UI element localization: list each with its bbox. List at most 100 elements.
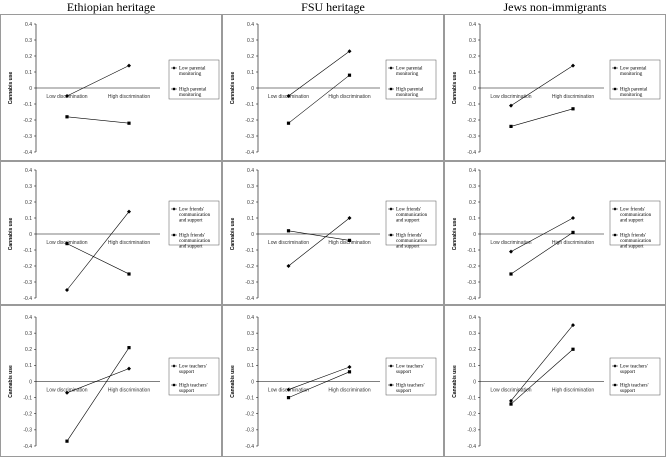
y-tick-label: 0.3 xyxy=(469,184,476,190)
legend-box xyxy=(385,59,437,100)
chart-panel-7: 0.4 0.3 0.2 0.1 0 -0.1 -0.2 -0.3 -0.4 Cannabis us… xyxy=(8,315,220,450)
legend-label: Low friends' communication and support xyxy=(179,208,211,224)
y-tick-label: -0.2 xyxy=(245,264,254,270)
data-point xyxy=(286,94,291,98)
x-category-label: Low discrimination xyxy=(268,240,309,246)
x-category-label: Low discrimination xyxy=(490,94,531,100)
y-tick-label: 0 xyxy=(29,232,32,238)
y-axis-label: Cannabis use xyxy=(230,365,236,398)
data-point xyxy=(347,238,352,242)
legend-box xyxy=(609,200,661,246)
legend-marker xyxy=(172,207,176,211)
y-tick-label: -0.1 xyxy=(245,248,254,254)
y-tick-label: 0 xyxy=(251,86,254,92)
chart-panel-3: 0.4 0.3 0.2 0.1 0 -0.1 -0.2 -0.3 -0.4 Cannabis us… xyxy=(452,22,661,156)
x-category-label: High discrimination xyxy=(108,388,150,394)
legend-label: High friends' communication and support xyxy=(620,234,652,250)
data-point xyxy=(347,73,352,77)
x-category-label: Low discrimination xyxy=(46,388,87,394)
legend-marker xyxy=(389,66,393,70)
y-tick-label: 0.2 xyxy=(25,54,32,60)
chart-panel-4: 0.4 0.3 0.2 0.1 0 -0.1 -0.2 -0.3 -0.4 Cannabis us… xyxy=(8,168,220,302)
y-tick-label: -0.1 xyxy=(467,102,476,108)
y-tick-label: -0.1 xyxy=(23,395,32,401)
y-tick-label: -0.2 xyxy=(467,264,476,270)
y-tick-label: 0.4 xyxy=(25,168,32,174)
y-tick-label: 0.4 xyxy=(247,168,254,174)
x-category-label: High discrimination xyxy=(552,94,594,100)
series-line xyxy=(66,65,130,97)
data-point xyxy=(571,63,575,68)
y-axis-label: Cannabis use xyxy=(230,218,236,251)
data-point xyxy=(65,94,69,98)
chart-panel-1: 0.4 0.3 0.2 0.1 0 -0.1 -0.2 -0.3 -0.4 Cannabis us… xyxy=(8,22,220,156)
y-tick-label: 0 xyxy=(251,379,254,385)
data-point xyxy=(286,387,291,392)
chart-panel-8: 0.4 0.3 0.2 0.1 0 -0.1 -0.2 -0.3 -0.4 Cannabis us… xyxy=(230,315,437,450)
series-line xyxy=(288,74,350,124)
y-tick-label: 0.2 xyxy=(469,347,476,353)
y-tick-label: -0.4 xyxy=(245,296,254,302)
data-point xyxy=(65,242,69,246)
data-point xyxy=(571,107,575,111)
y-axis-label: Cannabis use xyxy=(8,72,14,105)
y-tick-label: -0.2 xyxy=(23,118,32,124)
data-point xyxy=(571,230,575,234)
legend-label: High teachers' support xyxy=(620,384,649,395)
y-tick-label: -0.4 xyxy=(23,150,32,156)
data-point xyxy=(65,288,69,292)
y-tick-label: 0 xyxy=(251,232,254,238)
legend-label: High parental monitoring xyxy=(620,88,648,99)
legend-box xyxy=(609,59,661,100)
y-axis-label: Cannabis use xyxy=(230,72,236,105)
x-category-label: High discrimination xyxy=(552,240,594,246)
chart-panel-9: 0.4 0.3 0.2 0.1 0 -0.1 -0.2 -0.3 -0.4 Cannabis us… xyxy=(452,315,661,450)
legend-label: Low teachers' support xyxy=(179,365,207,376)
data-point xyxy=(127,272,131,276)
y-tick-label: 0.4 xyxy=(469,315,476,321)
y-tick-label: -0.1 xyxy=(245,395,254,401)
data-point xyxy=(286,396,291,400)
y-tick-label: -0.4 xyxy=(467,296,476,302)
series-line xyxy=(288,366,350,390)
legend-marker xyxy=(613,233,617,237)
series-line xyxy=(510,217,574,252)
y-tick-label: 0.1 xyxy=(25,216,32,222)
y-tick-label: -0.2 xyxy=(467,412,476,418)
y-tick-label: -0.3 xyxy=(23,428,32,434)
legend-marker xyxy=(389,87,393,91)
data-point xyxy=(509,402,513,406)
legend-marker xyxy=(172,364,176,368)
data-point xyxy=(347,364,352,369)
y-tick-label: 0 xyxy=(473,232,476,238)
y-tick-label: 0.3 xyxy=(247,331,254,337)
legend-marker xyxy=(389,207,393,211)
x-category-label: High discrimination xyxy=(328,388,370,394)
y-tick-label: 0.1 xyxy=(469,216,476,222)
x-category-label: High discrimination xyxy=(108,240,150,246)
data-point xyxy=(509,249,513,254)
x-category-label: High discrimination xyxy=(328,94,370,100)
y-tick-label: -0.3 xyxy=(467,134,476,140)
data-point xyxy=(127,121,131,125)
y-axis-label: Cannabis use xyxy=(452,218,458,251)
legend-marker xyxy=(389,233,393,237)
x-category-label: High discrimination xyxy=(328,240,370,246)
y-axis-label: Cannabis use xyxy=(8,218,14,251)
y-tick-label: -0.2 xyxy=(23,412,32,418)
y-tick-label: -0.3 xyxy=(467,280,476,286)
x-category-label: High discrimination xyxy=(552,388,594,394)
series-line xyxy=(510,349,574,405)
y-tick-label: 0 xyxy=(473,86,476,92)
y-tick-label: 0 xyxy=(29,379,32,385)
series-line xyxy=(510,324,574,402)
y-tick-label: 0.2 xyxy=(469,200,476,206)
y-axis-label: Cannabis use xyxy=(452,365,458,398)
data-point xyxy=(127,209,131,214)
legend-box xyxy=(385,200,437,246)
y-tick-label: 0.1 xyxy=(469,70,476,76)
y-tick-label: -0.1 xyxy=(23,102,32,108)
y-tick-label: -0.1 xyxy=(467,395,476,401)
y-tick-label: 0.2 xyxy=(247,347,254,353)
data-point xyxy=(65,115,69,119)
